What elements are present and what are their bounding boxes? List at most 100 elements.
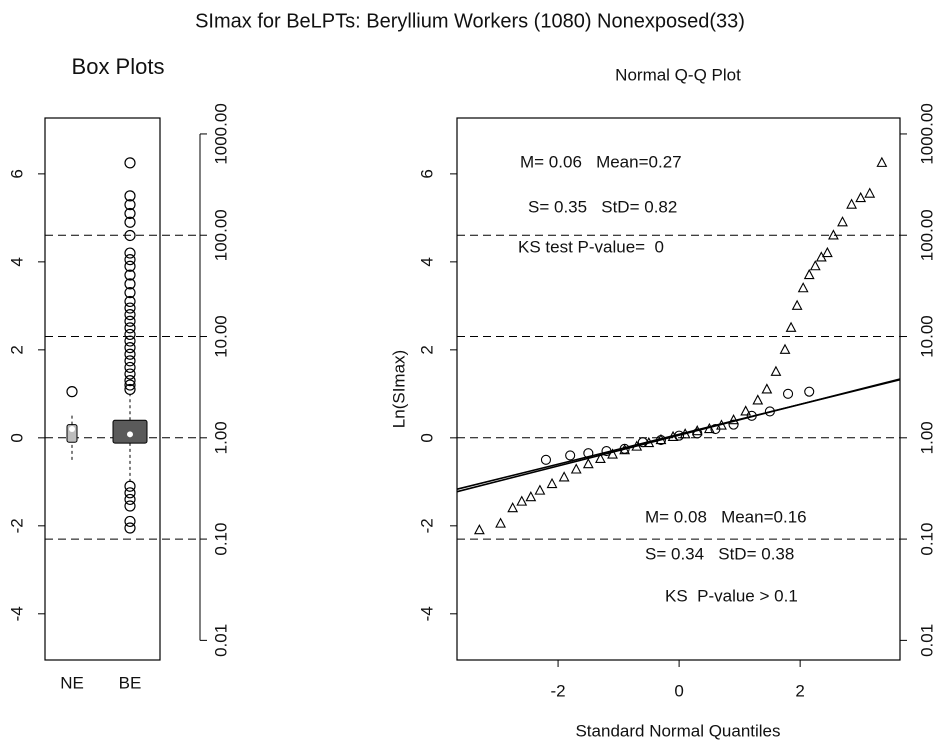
y-tick-label: 4 xyxy=(7,257,26,266)
qq-point xyxy=(804,386,815,397)
outlier xyxy=(124,487,136,499)
y2-tick-label: 1000.00 xyxy=(211,103,230,164)
x-tick-label: NE xyxy=(60,673,84,692)
outlier xyxy=(124,260,136,272)
median xyxy=(69,426,75,433)
annotation: M= 0.06 Mean=0.27 xyxy=(520,152,682,171)
outlier xyxy=(124,348,136,360)
qq-point xyxy=(655,434,666,446)
median xyxy=(127,431,133,438)
qq-point xyxy=(779,343,791,354)
figure-title: SImax for BeLPTs: Beryllium Workers (108… xyxy=(195,10,745,32)
qq-point xyxy=(728,419,739,430)
outlier xyxy=(124,295,136,308)
outlier xyxy=(124,269,136,281)
outlier xyxy=(124,361,136,374)
outlier xyxy=(124,216,136,228)
y2-tick-label: 10.00 xyxy=(211,315,230,358)
qq-point xyxy=(570,463,582,474)
qq-point xyxy=(692,428,703,439)
qq-point xyxy=(876,156,888,167)
y2-tick-label: 0.10 xyxy=(917,523,936,556)
qq-point xyxy=(782,388,794,399)
y2-tick-label: 100.00 xyxy=(917,209,936,261)
outlier xyxy=(124,229,136,242)
outlier xyxy=(124,383,136,396)
y2-tick-label: 1.00 xyxy=(211,421,230,454)
qq-point xyxy=(516,495,528,506)
qq-point xyxy=(797,282,809,293)
outlier xyxy=(124,190,136,202)
x-tick-label: BE xyxy=(119,673,142,692)
y2-tick-label: 0.01 xyxy=(917,624,936,657)
y2-tick-label: 1.00 xyxy=(917,421,936,454)
outlier xyxy=(124,480,136,492)
y-axis-label: Ln(SImax) xyxy=(389,350,408,428)
outlier xyxy=(124,500,136,512)
outlier xyxy=(124,309,136,321)
outlier xyxy=(124,322,136,334)
qq-point xyxy=(703,422,715,434)
qq-line xyxy=(456,378,901,493)
outlier xyxy=(124,335,136,347)
qq-point xyxy=(740,405,752,416)
panel-title: Normal Q-Q Plot xyxy=(615,65,741,84)
outlier xyxy=(124,368,136,380)
outlier xyxy=(124,315,136,327)
x-axis-label: Standard Normal Quantiles xyxy=(575,721,780,740)
y-tick-label: -4 xyxy=(7,606,26,621)
y-tick-label: 6 xyxy=(417,169,436,178)
qq-point xyxy=(507,502,519,513)
y-tick-label: 2 xyxy=(417,345,436,354)
qq-point xyxy=(828,229,839,240)
qq-point xyxy=(764,406,775,417)
qq-point xyxy=(821,246,833,258)
qq-point xyxy=(710,423,721,435)
y-tick-label: -2 xyxy=(7,518,26,533)
x-tick-label: 0 xyxy=(674,681,683,700)
outlier xyxy=(124,515,136,528)
y-tick-label: -2 xyxy=(417,518,436,533)
plot-frame xyxy=(44,117,161,661)
outlier xyxy=(124,199,136,211)
qq-point xyxy=(619,443,630,454)
qq-point xyxy=(637,437,648,448)
qq-point xyxy=(728,414,739,425)
qq-point xyxy=(691,425,703,436)
qq-point xyxy=(746,410,757,421)
qq-point xyxy=(558,471,570,482)
y2-tick-label: 1000.00 xyxy=(917,103,936,164)
qq-point xyxy=(546,477,558,489)
qq-point xyxy=(846,198,857,209)
outlier xyxy=(124,493,136,506)
outlier xyxy=(124,302,136,314)
qq-point xyxy=(761,383,773,394)
qq-point xyxy=(716,419,727,430)
qq-point xyxy=(855,191,867,203)
annotation: KS P-value > 0.1 xyxy=(665,586,798,605)
x-tick-label: 2 xyxy=(795,681,804,700)
qq-point xyxy=(525,491,537,502)
y-tick-label: 2 xyxy=(7,345,26,354)
qq-point xyxy=(809,260,821,271)
outlier xyxy=(124,207,136,220)
outlier xyxy=(124,379,136,391)
y2-tick-label: 0.10 xyxy=(211,523,230,556)
annotation: S= 0.34 StD= 0.38 xyxy=(645,544,794,563)
qq-point xyxy=(534,484,546,495)
annotation: KS test P-value= 0 xyxy=(518,237,664,256)
outlier xyxy=(124,247,136,259)
y-tick-label: -4 xyxy=(417,606,436,621)
y-tick-label: 6 xyxy=(7,169,26,178)
qq-point xyxy=(540,454,552,465)
y-tick-label: 0 xyxy=(7,433,26,442)
annotation: S= 0.35 StD= 0.82 xyxy=(528,197,677,216)
qq-point xyxy=(631,440,643,451)
outlier xyxy=(124,328,136,341)
outlier xyxy=(124,342,136,354)
qq-point xyxy=(473,524,485,535)
y-tick-label: 0 xyxy=(417,433,436,442)
outlier xyxy=(124,278,136,290)
outlier xyxy=(124,375,136,387)
outlier xyxy=(124,254,136,266)
